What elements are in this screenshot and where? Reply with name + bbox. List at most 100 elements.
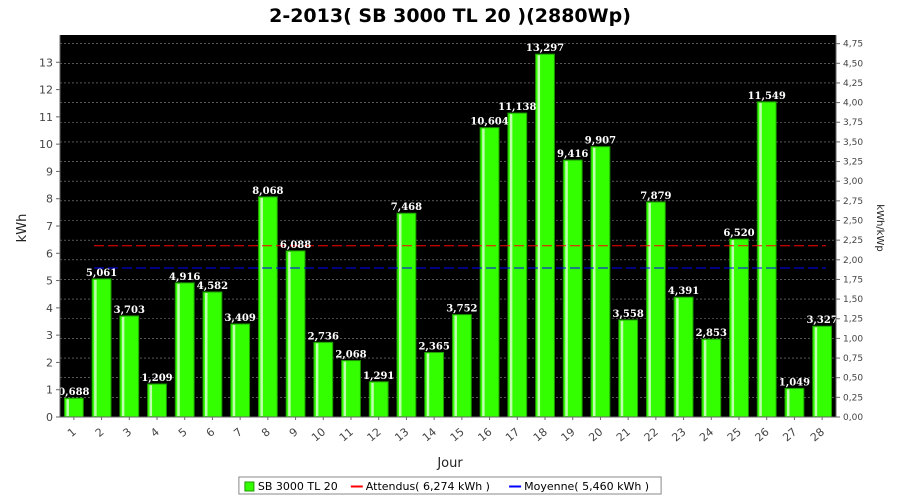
data-label: 13,297 [526,43,564,54]
x-axis-label: Jour [436,456,463,471]
data-label: 3,558 [612,309,643,320]
bar-highlight [676,298,679,416]
x-tick-label: 7 [231,425,245,439]
legend-label: SB 3000 TL 20 [258,480,338,493]
data-label: 4,916 [169,272,200,283]
data-label: 9,907 [585,136,616,147]
bar-highlight [399,214,402,416]
x-tick-label: 24 [697,425,716,444]
bar-highlight [814,327,818,416]
bar-highlight [703,340,707,416]
y-right-tick-label: 0,25 [843,393,863,403]
y-tick-label: 6 [46,247,53,260]
data-label: 3,409 [224,313,255,324]
data-label: 2,853 [696,328,727,339]
y-tick-label: 2 [46,356,53,369]
x-tick-label: 16 [475,425,494,444]
data-label: 1,291 [363,371,394,382]
x-tick-label: 21 [614,425,633,444]
x-tick-label: 11 [337,425,356,444]
legend: SB 3000 TL 20 Attendus( 6,274 kWh ) Moyenn… [238,476,662,495]
bar-highlight [315,343,319,416]
y-tick-label: 8 [46,193,53,206]
y-axis-right-label: kWh/kWp [874,204,885,251]
y-tick-label: 12 [39,84,53,97]
bar-highlight [343,361,347,416]
data-label: 11,138 [498,102,536,113]
data-label: 7,879 [640,191,671,202]
y-right-tick-label: 3,25 [843,158,863,168]
y-tick-label: 11 [39,111,53,124]
data-label: 2,068 [335,350,366,361]
bar-highlight [620,320,624,416]
bar-highlight [121,316,125,416]
x-tick-label: 20 [586,425,605,444]
bar-highlight [565,161,568,416]
bar-highlight [260,197,263,416]
data-label: 3,703 [114,305,145,316]
x-tick-label: 15 [448,425,467,444]
chart-title: 2-2013( SB 3000 TL 20 )(2880Wp) [269,5,631,27]
y-right-tick-label: 1,00 [843,334,863,344]
bar-highlight [731,240,735,416]
y-tick-label: 4 [46,302,53,315]
data-label: 0,688 [58,387,89,398]
x-tick-label: 6 [204,425,218,439]
legend-box [238,476,662,495]
data-label: 3,752 [446,304,477,315]
y-tick-label: 5 [46,275,53,288]
bar-highlight [205,292,208,416]
y-right-tick-label: 4,25 [843,79,863,89]
y-tick-label: 13 [39,56,53,69]
y-right-tick-label: 3,50 [843,138,863,148]
data-label: 2,736 [308,331,339,342]
y-right-tick-label: 1,50 [843,295,863,305]
data-label: 9,416 [557,149,588,160]
x-tick-label: 25 [725,425,744,444]
x-tick-label: 19 [559,425,578,444]
y-tick-label: 10 [39,138,53,151]
bar-highlight [648,203,651,416]
y-right-tick-label: 2,50 [843,216,863,226]
x-tick-label: 17 [503,425,522,444]
y-right-tick-label: 4,50 [843,59,863,69]
y-tick-label: 9 [46,165,53,178]
bar-highlight [787,389,790,416]
data-label: 2,365 [418,341,449,352]
x-tick-label: 26 [753,425,772,444]
y-tick-label: 7 [46,220,53,233]
data-label: 6,520 [723,228,754,239]
x-tick-label: 10 [309,425,328,444]
bar-highlight [482,128,485,416]
y-right-tick-label: 0,50 [843,374,863,384]
data-label: 4,582 [197,281,228,292]
bar-highlight [288,251,291,416]
bars [63,53,833,418]
x-tick-label: 8 [259,425,273,439]
y-tick-label: 3 [46,329,53,342]
bar-highlight [66,399,69,416]
bar-highlight [509,114,513,417]
y-right-tick-label: 4,75 [843,40,863,50]
bar-highlight [371,382,374,416]
y-right-tick-label: 2,25 [843,236,863,246]
y-right-tick-label: 3,00 [843,177,863,187]
legend-swatch [244,481,255,492]
y-right-tick-label: 2,75 [843,197,863,207]
bar-highlight [149,385,153,416]
y-right-tick-label: 1,75 [843,275,863,285]
x-tick-label: 9 [287,425,301,439]
y-right-tick-label: 4,00 [843,99,863,109]
y-right-tick-label: 0,00 [843,413,863,423]
data-label: 3,327 [806,315,837,326]
y-right-tick-label: 1,25 [843,315,863,325]
x-tick-label: 2 [93,425,107,439]
x-tick-label: 13 [392,425,411,444]
data-label: 7,468 [391,202,422,213]
data-label: 10,604 [470,117,508,128]
x-tick-label: 18 [531,425,550,444]
legend-label: Moyenne( 5,460 kWh ) [524,480,649,493]
x-tick-label: 23 [669,425,688,444]
legend-label: Attendus( 6,274 kWh ) [366,480,490,493]
